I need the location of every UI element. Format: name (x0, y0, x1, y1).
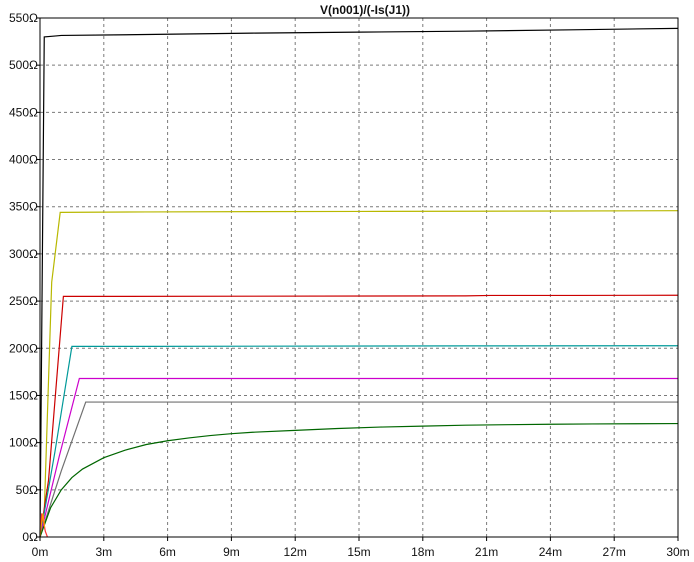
series-line-6 (39, 401, 678, 538)
x-tick-label: 3m (95, 545, 112, 559)
y-tick-label: 100Ω (9, 436, 38, 450)
series-line-7 (39, 422, 679, 538)
series-line-1 (39, 27, 679, 538)
x-tick-label: 18m (411, 545, 434, 559)
y-tick-label: 350Ω (9, 200, 38, 214)
series-line-9 (39, 513, 46, 538)
x-tick-label: 6m (159, 545, 176, 559)
x-tick-label: 9m (223, 545, 240, 559)
grid-layer (40, 18, 678, 537)
x-tick-label: 15m (347, 545, 370, 559)
series-line-2 (39, 210, 679, 538)
x-tick-label: 21m (475, 545, 498, 559)
y-tick-label: 400Ω (9, 153, 38, 167)
y-tick-label: 500Ω (9, 58, 38, 72)
series-line-5 (39, 377, 678, 538)
series-line-4 (39, 345, 679, 538)
y-axis-ticks: 0Ω 50Ω 100Ω 150Ω 200Ω 250Ω 300Ω 350Ω 400Ω 450Ω 500… (9, 11, 40, 544)
y-tick-label: 550Ω (9, 11, 38, 25)
x-tick-label: 0m (32, 545, 49, 559)
y-tick-label: 200Ω (9, 341, 38, 355)
y-tick-label: 250Ω (9, 294, 38, 308)
x-tick-label: 30m (666, 545, 689, 559)
x-tick-label: 27m (603, 545, 626, 559)
y-tick-label: 50Ω (16, 483, 38, 497)
y-tick-label: 450Ω (9, 105, 38, 119)
y-tick-label: 300Ω (9, 247, 38, 261)
x-axis-ticks: 0m 3m 6m 9m 12m 15m 18m 21m 24m 27m 30m (32, 537, 690, 559)
y-tick-label: 150Ω (9, 388, 38, 402)
x-tick-label: 12m (284, 545, 307, 559)
chart-title: V(n001)/(-Is(J1)) (320, 3, 410, 17)
series-line-3 (39, 294, 679, 538)
series-layer (39, 27, 679, 538)
x-tick-label: 24m (539, 545, 562, 559)
y-tick-label: 0Ω (22, 530, 38, 544)
